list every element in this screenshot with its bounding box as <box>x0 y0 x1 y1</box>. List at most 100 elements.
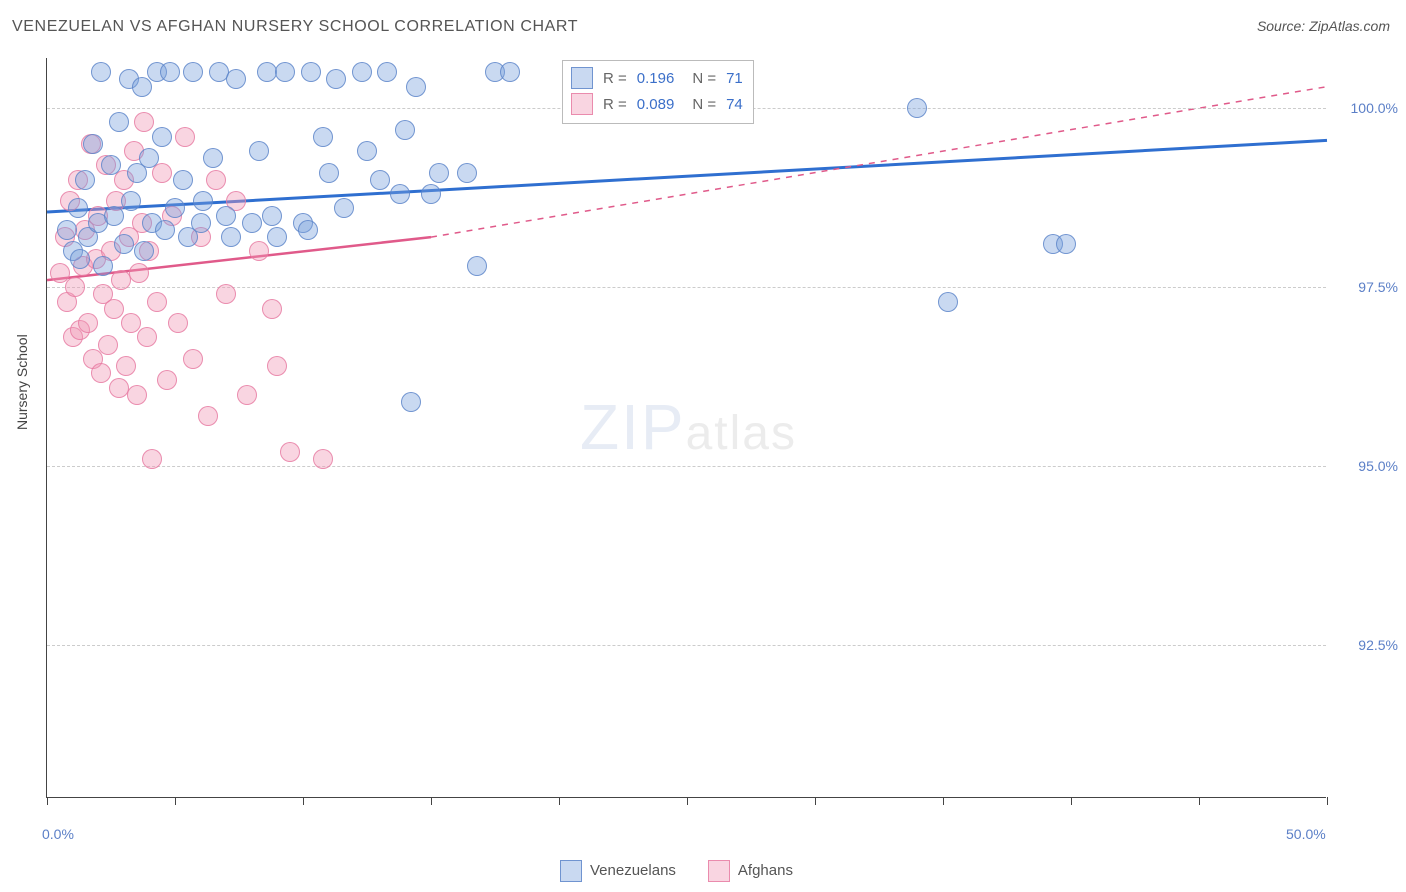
data-point <box>275 62 295 82</box>
data-point <box>157 370 177 390</box>
data-point <box>298 220 318 240</box>
chart-title: VENEZUELAN VS AFGHAN NURSERY SCHOOL CORR… <box>12 18 578 36</box>
y-tick-label: 97.5% <box>1338 279 1398 295</box>
data-point <box>104 299 124 319</box>
data-point <box>173 170 193 190</box>
legend-label: Afghans <box>738 862 793 879</box>
data-point <box>155 220 175 240</box>
legend-swatch <box>560 860 582 882</box>
legend-label: Venezuelans <box>590 862 676 879</box>
data-point <box>206 170 226 190</box>
trend-lines-layer <box>47 58 1326 797</box>
data-point <box>91 363 111 383</box>
x-tick <box>687 797 688 805</box>
data-point <box>183 62 203 82</box>
data-point <box>216 206 236 226</box>
x-tick <box>943 797 944 805</box>
data-point <box>280 442 300 462</box>
data-point <box>242 213 262 233</box>
legend-item: Afghans <box>708 860 793 882</box>
data-point <box>907 98 927 118</box>
stats-r-label: R = <box>603 96 627 113</box>
data-point <box>421 184 441 204</box>
data-point <box>262 299 282 319</box>
stats-n-value: 74 <box>726 96 743 113</box>
x-tick <box>303 797 304 805</box>
data-point <box>313 449 333 469</box>
data-point <box>101 155 121 175</box>
data-point <box>78 313 98 333</box>
data-point <box>429 163 449 183</box>
x-tick <box>1199 797 1200 805</box>
grid-line <box>47 645 1326 646</box>
data-point <box>191 213 211 233</box>
grid-line <box>47 466 1326 467</box>
data-point <box>1056 234 1076 254</box>
grid-line <box>47 287 1326 288</box>
data-point <box>938 292 958 312</box>
data-point <box>127 385 147 405</box>
data-point <box>114 234 134 254</box>
data-point <box>249 241 269 261</box>
data-point <box>132 77 152 97</box>
data-point <box>352 62 372 82</box>
data-point <box>121 191 141 211</box>
data-point <box>370 170 390 190</box>
data-point <box>137 327 157 347</box>
data-point <box>457 163 477 183</box>
plot-area: 100.0%97.5%95.0%92.5% <box>46 58 1326 798</box>
legend-swatch <box>571 67 593 89</box>
data-point <box>65 277 85 297</box>
data-point <box>70 249 90 269</box>
y-tick-label: 95.0% <box>1338 458 1398 474</box>
data-point <box>160 62 180 82</box>
data-point <box>175 127 195 147</box>
data-point <box>390 184 410 204</box>
data-point <box>406 77 426 97</box>
data-point <box>319 163 339 183</box>
y-tick-label: 92.5% <box>1338 637 1398 653</box>
data-point <box>116 356 136 376</box>
legend-swatch <box>571 93 593 115</box>
data-point <box>203 148 223 168</box>
data-point <box>334 198 354 218</box>
data-point <box>147 292 167 312</box>
data-point <box>262 206 282 226</box>
data-point <box>142 449 162 469</box>
data-point <box>237 385 257 405</box>
x-tick <box>815 797 816 805</box>
data-point <box>249 141 269 161</box>
data-point <box>91 62 111 82</box>
x-tick <box>1071 797 1072 805</box>
data-point <box>75 170 95 190</box>
data-point <box>139 148 159 168</box>
x-tick <box>47 797 48 805</box>
stats-n-label: N = <box>692 70 716 87</box>
stats-r-value: 0.089 <box>637 96 675 113</box>
data-point <box>83 134 103 154</box>
data-point <box>129 263 149 283</box>
stats-n-value: 71 <box>726 70 743 87</box>
source-label: Source: ZipAtlas.com <box>1257 18 1390 34</box>
data-point <box>168 313 188 333</box>
data-point <box>313 127 333 147</box>
x-tick <box>559 797 560 805</box>
data-point <box>377 62 397 82</box>
data-point <box>134 112 154 132</box>
data-point <box>93 256 113 276</box>
data-point <box>267 356 287 376</box>
data-point <box>134 241 154 261</box>
data-point <box>183 349 203 369</box>
x-tick <box>175 797 176 805</box>
stats-row: R =0.196N =71 <box>571 65 743 91</box>
data-point <box>68 198 88 218</box>
data-point <box>357 141 377 161</box>
stats-legend: R =0.196N =71R =0.089N =74 <box>562 60 754 124</box>
data-point <box>152 127 172 147</box>
data-point <box>326 69 346 89</box>
data-point <box>401 392 421 412</box>
data-point <box>104 206 124 226</box>
data-point <box>165 198 185 218</box>
data-point <box>267 227 287 247</box>
data-point <box>193 191 213 211</box>
